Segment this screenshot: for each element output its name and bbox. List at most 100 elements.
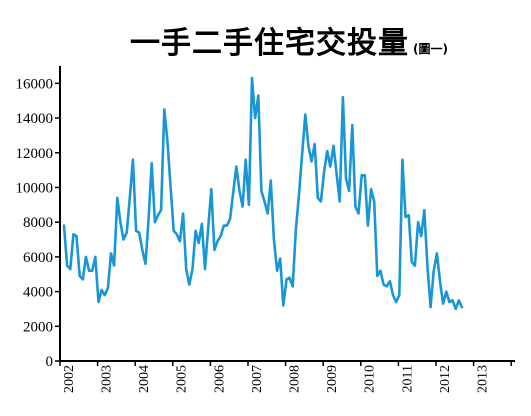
data-point [382,283,385,286]
data-point [439,280,441,283]
data-point [97,301,100,303]
data-point [91,270,93,272]
y-tick-label: 2000 [23,319,53,335]
data-point [248,204,250,206]
x-tick-label: 2006 [212,365,227,393]
data-point [426,266,429,269]
data-point [411,261,413,263]
data-point [238,190,241,192]
data-point [94,256,97,258]
data-point [260,190,263,192]
data-point [172,230,175,232]
data-point [370,188,372,190]
data-point [345,178,347,180]
data-point [417,221,419,223]
data-point [169,184,172,187]
data-point [116,197,119,199]
data-point [157,214,159,216]
data-point [113,264,115,267]
y-tick-label: 8000 [23,215,53,231]
data-point [266,212,269,215]
data-point [295,228,297,230]
data-point [351,124,354,126]
data-point [276,270,278,272]
data-point [204,268,206,270]
data-point [448,301,451,303]
chart-series [62,76,464,311]
chart-title-text: 一手二手住宅交投量 [130,26,409,61]
data-point [163,108,166,111]
data-point [329,165,332,168]
data-point [432,270,435,272]
y-axis-ticks: 0 2000 4000 6000 8000 10000 12000 14000 16000 [16,76,60,370]
data-point [88,270,90,272]
data-point [119,221,122,223]
data-point [182,212,184,215]
data-point [107,287,109,289]
data-point [407,214,410,216]
x-tick-label: 2011 [400,365,415,392]
data-point [219,235,222,237]
data-point [75,235,78,237]
data-point [244,158,247,161]
data-point [176,233,178,236]
data-point [147,217,150,220]
y-tick-label: 4000 [23,285,53,301]
series-line [62,76,464,311]
data-point [197,242,200,244]
data-point [179,240,181,243]
data-point [385,285,388,288]
data-point [122,238,125,241]
data-point [301,153,303,156]
data-point [141,249,144,251]
data-point [392,294,394,296]
data-point [389,280,391,283]
data-point [429,306,432,309]
data-point [223,224,225,227]
y-tick-label: 16000 [16,76,54,92]
data-point [282,304,285,307]
data-point [63,224,65,227]
data-point [348,190,350,192]
y-tick-label: 14000 [16,111,54,127]
x-axis-ticks: 2002 2003 2004 2005 2006 2007 2008 2009 2010 2011… [59,361,512,393]
data-point [461,306,463,309]
data-point [313,143,316,145]
data-point [364,174,366,177]
x-tick-label: 2007 [250,365,265,393]
data-point [398,294,401,296]
data-point [317,197,319,199]
data-point [458,299,460,302]
data-point [367,224,369,227]
data-point [332,145,335,147]
data-point [85,256,87,258]
data-point [66,264,68,267]
data-point [323,171,325,173]
data-point [414,264,416,267]
data-point [138,231,140,234]
data-point [376,275,379,277]
x-tick-label: 2010 [363,365,378,393]
data-point [191,268,194,270]
data-point [201,223,203,225]
data-point [373,200,376,203]
data-point [354,205,357,208]
data-point [310,160,313,163]
data-point [216,240,219,243]
x-tick-label: 2003 [99,365,114,393]
x-tick-label: 2013 [476,365,491,393]
data-point [335,172,338,175]
data-point [129,197,131,199]
data-point [442,302,444,305]
data-point [342,96,344,98]
data-point [285,278,288,281]
data-point [72,233,75,236]
data-point [454,308,457,310]
data-point [125,231,128,234]
data-point [307,145,310,147]
data-point [326,150,329,152]
data-point [436,252,438,255]
y-tick-label: 6000 [23,250,53,266]
x-tick-label: 2012 [438,365,453,393]
data-point [251,77,253,79]
